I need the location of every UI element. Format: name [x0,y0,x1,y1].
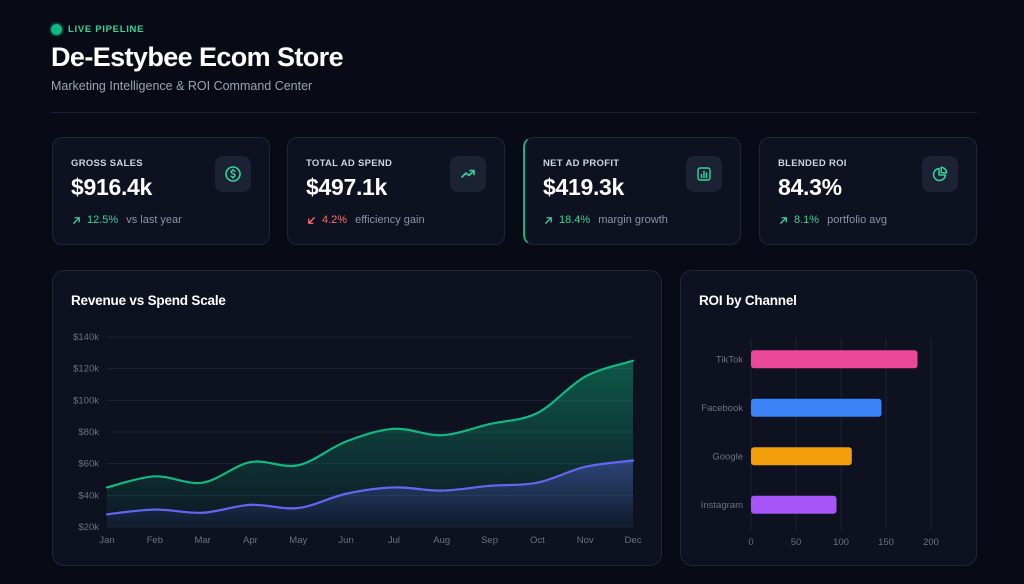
revenue-spend-panel: Revenue vs Spend Scale $20k $40k $60k $80k $… [52,270,662,566]
y-tick-label: Google [712,451,743,462]
kpi-delta-value: 4.2% [322,214,348,226]
kpi-card-net-ad-profit[interactable]: NET AD PROFIT $419.3k 18.4% margin growt… [523,137,741,245]
kpi-label: NET AD PROFIT [543,158,620,169]
live-indicator-icon [51,24,62,35]
arrow-down-left-icon [308,216,315,224]
kpi-value: $916.4k [71,174,153,200]
bar-google[interactable] [751,447,852,466]
kpi-delta-value: 8.1% [794,214,820,226]
bar-instagram[interactable] [751,495,837,514]
kpi-card-total-ad-spend[interactable]: TOTAL AD SPEND $497.1k 4.2% efficiency g… [287,137,505,245]
x-tick-label: 100 [833,537,849,548]
x-tick-label: 150 [878,537,894,548]
kpi-value: $497.1k [306,174,388,200]
revenue-spend-chart[interactable]: $20k $40k $60k $80k $100k $120k $140k Jan Feb Mar… [53,271,663,567]
roi-channel-panel: ROI by Channel 0 50 100 150 200 TikTok Faceboo… [680,270,977,566]
series-line-1[interactable] [105,459,635,516]
kpi-delta: 18.4% margin growth [543,214,668,226]
kpi-delta-note: vs last year [126,214,182,226]
y-tick-label: $120k [73,364,99,375]
kpi-delta-note: margin growth [598,214,668,226]
bar-tiktok[interactable] [751,350,918,369]
y-tick-label: $100k [73,395,99,406]
page-subtitle: Marketing Intelligence & ROI Command Cen… [51,79,313,93]
kpi-label: GROSS SALES [71,158,143,169]
kpi-delta: 4.2% efficiency gain [306,214,425,226]
kpi-label: TOTAL AD SPEND [306,158,393,169]
x-tick-label: Mar [194,535,210,546]
kpi-delta-note: portfolio avg [827,214,888,226]
arrow-up-right-icon [545,216,552,224]
y-tick-label: Instagram [701,500,743,511]
kpi-delta-value: 18.4% [559,214,591,226]
kpi-delta-note: efficiency gain [355,214,425,226]
x-tick-label: Aug [433,535,450,546]
y-tick-label: $20k [78,522,99,533]
kpi-value: 84.3% [778,174,842,200]
kpi-delta-value: 12.5% [87,214,119,226]
pie-chart-icon [922,156,958,192]
bar-chart-icon [686,156,722,192]
panel-title: Revenue vs Spend Scale [71,293,226,308]
header-divider [51,112,977,113]
page-title: De-Estybee Ecom Store [51,42,344,72]
panel-title: ROI by Channel [699,293,797,308]
y-tick-label: TikTok [716,354,743,365]
series-line-0[interactable] [105,359,635,489]
kpi-delta: 8.1% portfolio avg [778,214,887,226]
kpi-value: $419.3k [543,174,625,200]
kpi-label: BLENDED ROI [778,158,847,169]
arrow-up-right-icon [73,216,80,224]
x-tick-label: Jan [99,535,114,546]
x-tick-label: 200 [923,537,939,548]
kpi-card-blended-roi[interactable]: BLENDED ROI 84.3% 8.1% portfolio avg [759,137,977,245]
x-tick-label: Sep [481,535,498,546]
x-tick-label: May [289,535,307,546]
x-tick-label: Feb [147,535,163,546]
x-tick-label: Oct [530,535,545,546]
x-tick-label: Jul [388,535,400,546]
arrow-up-right-icon [780,216,787,224]
x-tick-label: 0 [748,537,753,548]
x-tick-label: Nov [577,535,594,546]
kpi-delta: 12.5% vs last year [71,214,182,226]
live-status: LIVE PIPELINE [51,24,144,35]
roi-channel-chart[interactable]: 0 50 100 150 200 TikTok Facebook Google Instagra… [681,271,978,567]
x-tick-label: Dec [625,535,642,546]
dollar-icon [215,156,251,192]
x-tick-label: Apr [243,535,258,546]
y-tick-label: $40k [78,490,99,501]
y-tick-label: $60k [78,459,99,470]
bar-facebook[interactable] [751,398,882,417]
series-area-1 [107,460,633,527]
y-tick-label: $80k [78,427,99,438]
kpi-card-gross-sales[interactable]: GROSS SALES $916.4k 12.5% vs last year [52,137,270,245]
y-tick-label: $140k [73,332,99,343]
x-tick-label: Jun [338,535,353,546]
live-label: LIVE PIPELINE [68,24,145,35]
y-tick-label: Facebook [701,403,743,414]
x-tick-label: 50 [791,537,802,548]
trend-up-icon [450,156,486,192]
